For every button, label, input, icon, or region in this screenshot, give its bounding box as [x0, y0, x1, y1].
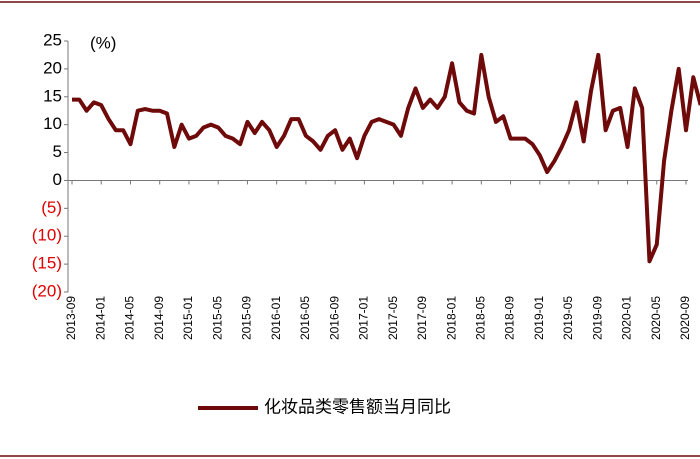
legend-label: 化妆品类零售额当月同比: [264, 397, 451, 416]
unit-annotation: (%): [90, 33, 116, 52]
line-series: [72, 52, 700, 264]
y-tick-label: (5): [41, 198, 62, 217]
x-tick-label: 2020-09: [678, 296, 692, 340]
x-tick-label: 2015-05: [210, 296, 224, 340]
x-tick-label: 2018-05: [474, 296, 488, 340]
y-tick-label: (10): [32, 226, 62, 245]
x-tick-label: 2015-09: [240, 296, 254, 340]
x-tick-label: 2014-09: [152, 296, 166, 340]
y-tick-label: (20): [32, 281, 62, 300]
x-tick-label: 2014-05: [123, 296, 137, 340]
x-tick-label: 2019-09: [590, 296, 604, 340]
x-tick-label: 2017-09: [415, 296, 429, 340]
y-tick-label: 5: [53, 142, 62, 161]
x-tick-label: 2013-09: [64, 296, 78, 340]
x-tick-label: 2017-01: [357, 296, 371, 340]
x-tick-label: 2018-09: [503, 296, 517, 340]
y-tick-label: 25: [43, 30, 62, 49]
x-tick-label: 2016-05: [298, 296, 312, 340]
y-tick-label: 0: [53, 170, 62, 189]
x-tick-label: 2019-05: [561, 296, 575, 340]
y-tick-label: 20: [43, 58, 62, 77]
y-tick-label: (15): [32, 254, 62, 273]
y-tick-label: 15: [43, 86, 62, 105]
x-tick-label: 2015-01: [181, 296, 195, 340]
x-tick-label: 2016-01: [269, 296, 283, 340]
x-tick-label: 2017-05: [386, 296, 400, 340]
x-tick-label: 2020-05: [649, 296, 663, 340]
x-tick-label: 2014-01: [93, 296, 107, 340]
y-tick-label: 10: [43, 114, 62, 133]
x-tick-label: 2020-01: [620, 296, 634, 340]
x-tick-label: 2018-01: [444, 296, 458, 340]
x-tick-label: 2019-01: [532, 296, 546, 340]
x-tick-label: 2016-09: [327, 296, 341, 340]
